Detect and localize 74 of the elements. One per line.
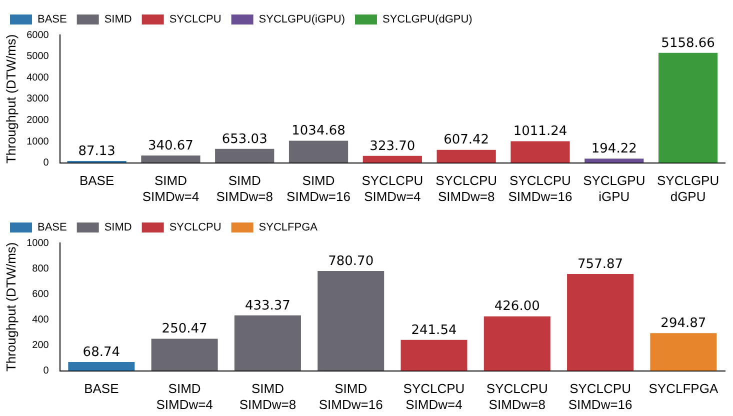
bar: [436, 150, 496, 163]
bar: [400, 340, 468, 371]
text: 194.22: [591, 142, 637, 157]
y-tick-label: 400: [32, 314, 50, 326]
legend-label: SYCLGPU(iGPU): [258, 14, 345, 26]
y-tick-label: 600: [32, 288, 50, 300]
x-tick-label: SIMD SIMDw=16: [286, 173, 350, 204]
bar: [484, 316, 550, 371]
bar: [68, 362, 135, 371]
legend-label: SYCLGPU(dGPU): [382, 14, 472, 26]
text: 68.74: [82, 344, 120, 360]
y-tick-label: 1000: [26, 238, 50, 249]
x-tick-label: SYCLCPU SIMDw=16: [568, 381, 632, 412]
bar: [141, 156, 200, 163]
legend-label: SIMD: [104, 222, 132, 234]
text: 250.47: [162, 322, 208, 337]
legend-label: BASE: [38, 14, 67, 26]
bar: [234, 315, 301, 371]
y-tick-label: 0: [43, 158, 50, 169]
x-tick-label: SYCLCPU SIMDw=16: [508, 173, 572, 204]
text: 294.87: [660, 316, 706, 331]
y-tick-label: 1000: [26, 136, 50, 148]
legend-label: SIMD: [104, 14, 132, 26]
x-tick-label: SYCLCPU SIMDw=8: [486, 381, 548, 412]
text: 780.70: [328, 254, 374, 269]
text: 87.13: [78, 144, 116, 159]
bar: [362, 156, 422, 163]
y-tick-label: 4000: [26, 72, 50, 84]
legend-label: BASE: [38, 222, 67, 234]
x-tick-label: SIMD SIMDw=16: [318, 381, 383, 412]
legend-label: SYCLCPU: [169, 222, 222, 234]
bar: [151, 338, 218, 371]
y-tick-label: 2000: [26, 114, 50, 126]
text: 607.42: [444, 132, 490, 148]
y-tick-label: 0: [43, 366, 50, 377]
text: 426.00: [494, 299, 540, 314]
x-tick-label: SYCLCPU SIMDw=8: [436, 173, 498, 204]
y-tick-label: 3000: [26, 94, 50, 105]
y-tick-label: 6000: [26, 30, 50, 41]
text: 241.54: [411, 322, 457, 338]
bar: [658, 52, 718, 163]
text: 653.03: [222, 132, 268, 147]
bar: [567, 274, 634, 371]
text: 433.37: [244, 298, 290, 314]
y-tick-label: 800: [32, 263, 50, 274]
bar: [650, 333, 717, 371]
y-axis-title: Throughput (DTW/ms): [3, 34, 18, 164]
x-tick-label: SIMD SIMDw=8: [216, 173, 273, 204]
text: 757.87: [578, 256, 624, 272]
text: 1011.24: [513, 124, 568, 140]
legend-label: SYCLFPGA: [258, 222, 318, 234]
bar: [510, 141, 570, 163]
bar: [584, 158, 644, 163]
legend-label: SYCLCPU: [169, 14, 222, 26]
x-tick-label: SYCLCPU SIMDw=4: [403, 381, 465, 412]
x-tick-label: BASE: [84, 381, 120, 396]
x-tick-label: SYCLCPU SIMDw=4: [362, 173, 424, 204]
text: 340.67: [148, 138, 194, 154]
text: 5158.66: [661, 36, 715, 51]
x-tick-label: SYCLFPGA: [648, 381, 718, 396]
x-tick-label: SIMD SIMDw=8: [239, 381, 296, 412]
x-tick-label: BASE: [79, 173, 114, 188]
x-tick-label: SIMD SIMDw=4: [156, 381, 213, 412]
bar: [288, 140, 348, 163]
y-tick-label: 5000: [26, 51, 50, 62]
bar: [318, 271, 384, 371]
text: 1034.68: [292, 124, 346, 139]
bar: [215, 148, 274, 163]
x-tick-label: SIMD SIMDw=4: [142, 173, 200, 204]
x-tick-label: SYCLGPU iGPU: [583, 173, 646, 204]
y-tick-label: 200: [32, 340, 50, 351]
text: 323.70: [370, 138, 416, 154]
y-axis-title: Throughput (DTW/ms): [3, 242, 18, 372]
x-tick-label: SYCLGPU dGPU: [656, 173, 720, 204]
